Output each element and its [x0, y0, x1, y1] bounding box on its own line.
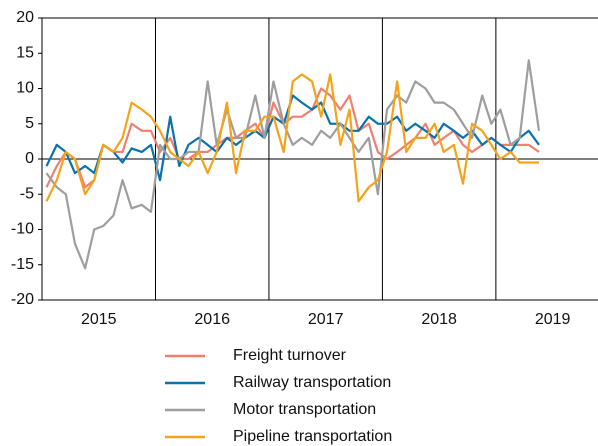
legend-label: Pipeline transportation	[233, 428, 392, 445]
y-tick-label: 20	[16, 9, 34, 26]
x-tick-label: 2019	[535, 311, 571, 328]
x-tick-label: 2018	[421, 311, 457, 328]
series-line	[45, 87, 540, 189]
series-line	[45, 59, 541, 270]
series-line	[45, 73, 539, 203]
y-tick-label: 0	[25, 150, 34, 167]
x-tick-label: 2016	[194, 311, 230, 328]
y-tick-label: -20	[11, 291, 34, 308]
legend-label: Motor transportation	[233, 401, 376, 418]
series-line	[45, 94, 540, 182]
y-tick-label: -15	[11, 256, 34, 273]
x-tick-label: 2015	[81, 311, 117, 328]
x-tick-label: 2017	[308, 311, 344, 328]
y-tick-label: 15	[16, 44, 34, 61]
y-tick-label: -5	[20, 185, 34, 202]
legend-label: Railway transportation	[233, 374, 391, 391]
y-tick-label: 10	[16, 80, 34, 97]
legend-label: Freight turnover	[233, 347, 347, 364]
y-tick-label: -10	[11, 221, 34, 238]
y-tick-label: 5	[25, 115, 34, 132]
